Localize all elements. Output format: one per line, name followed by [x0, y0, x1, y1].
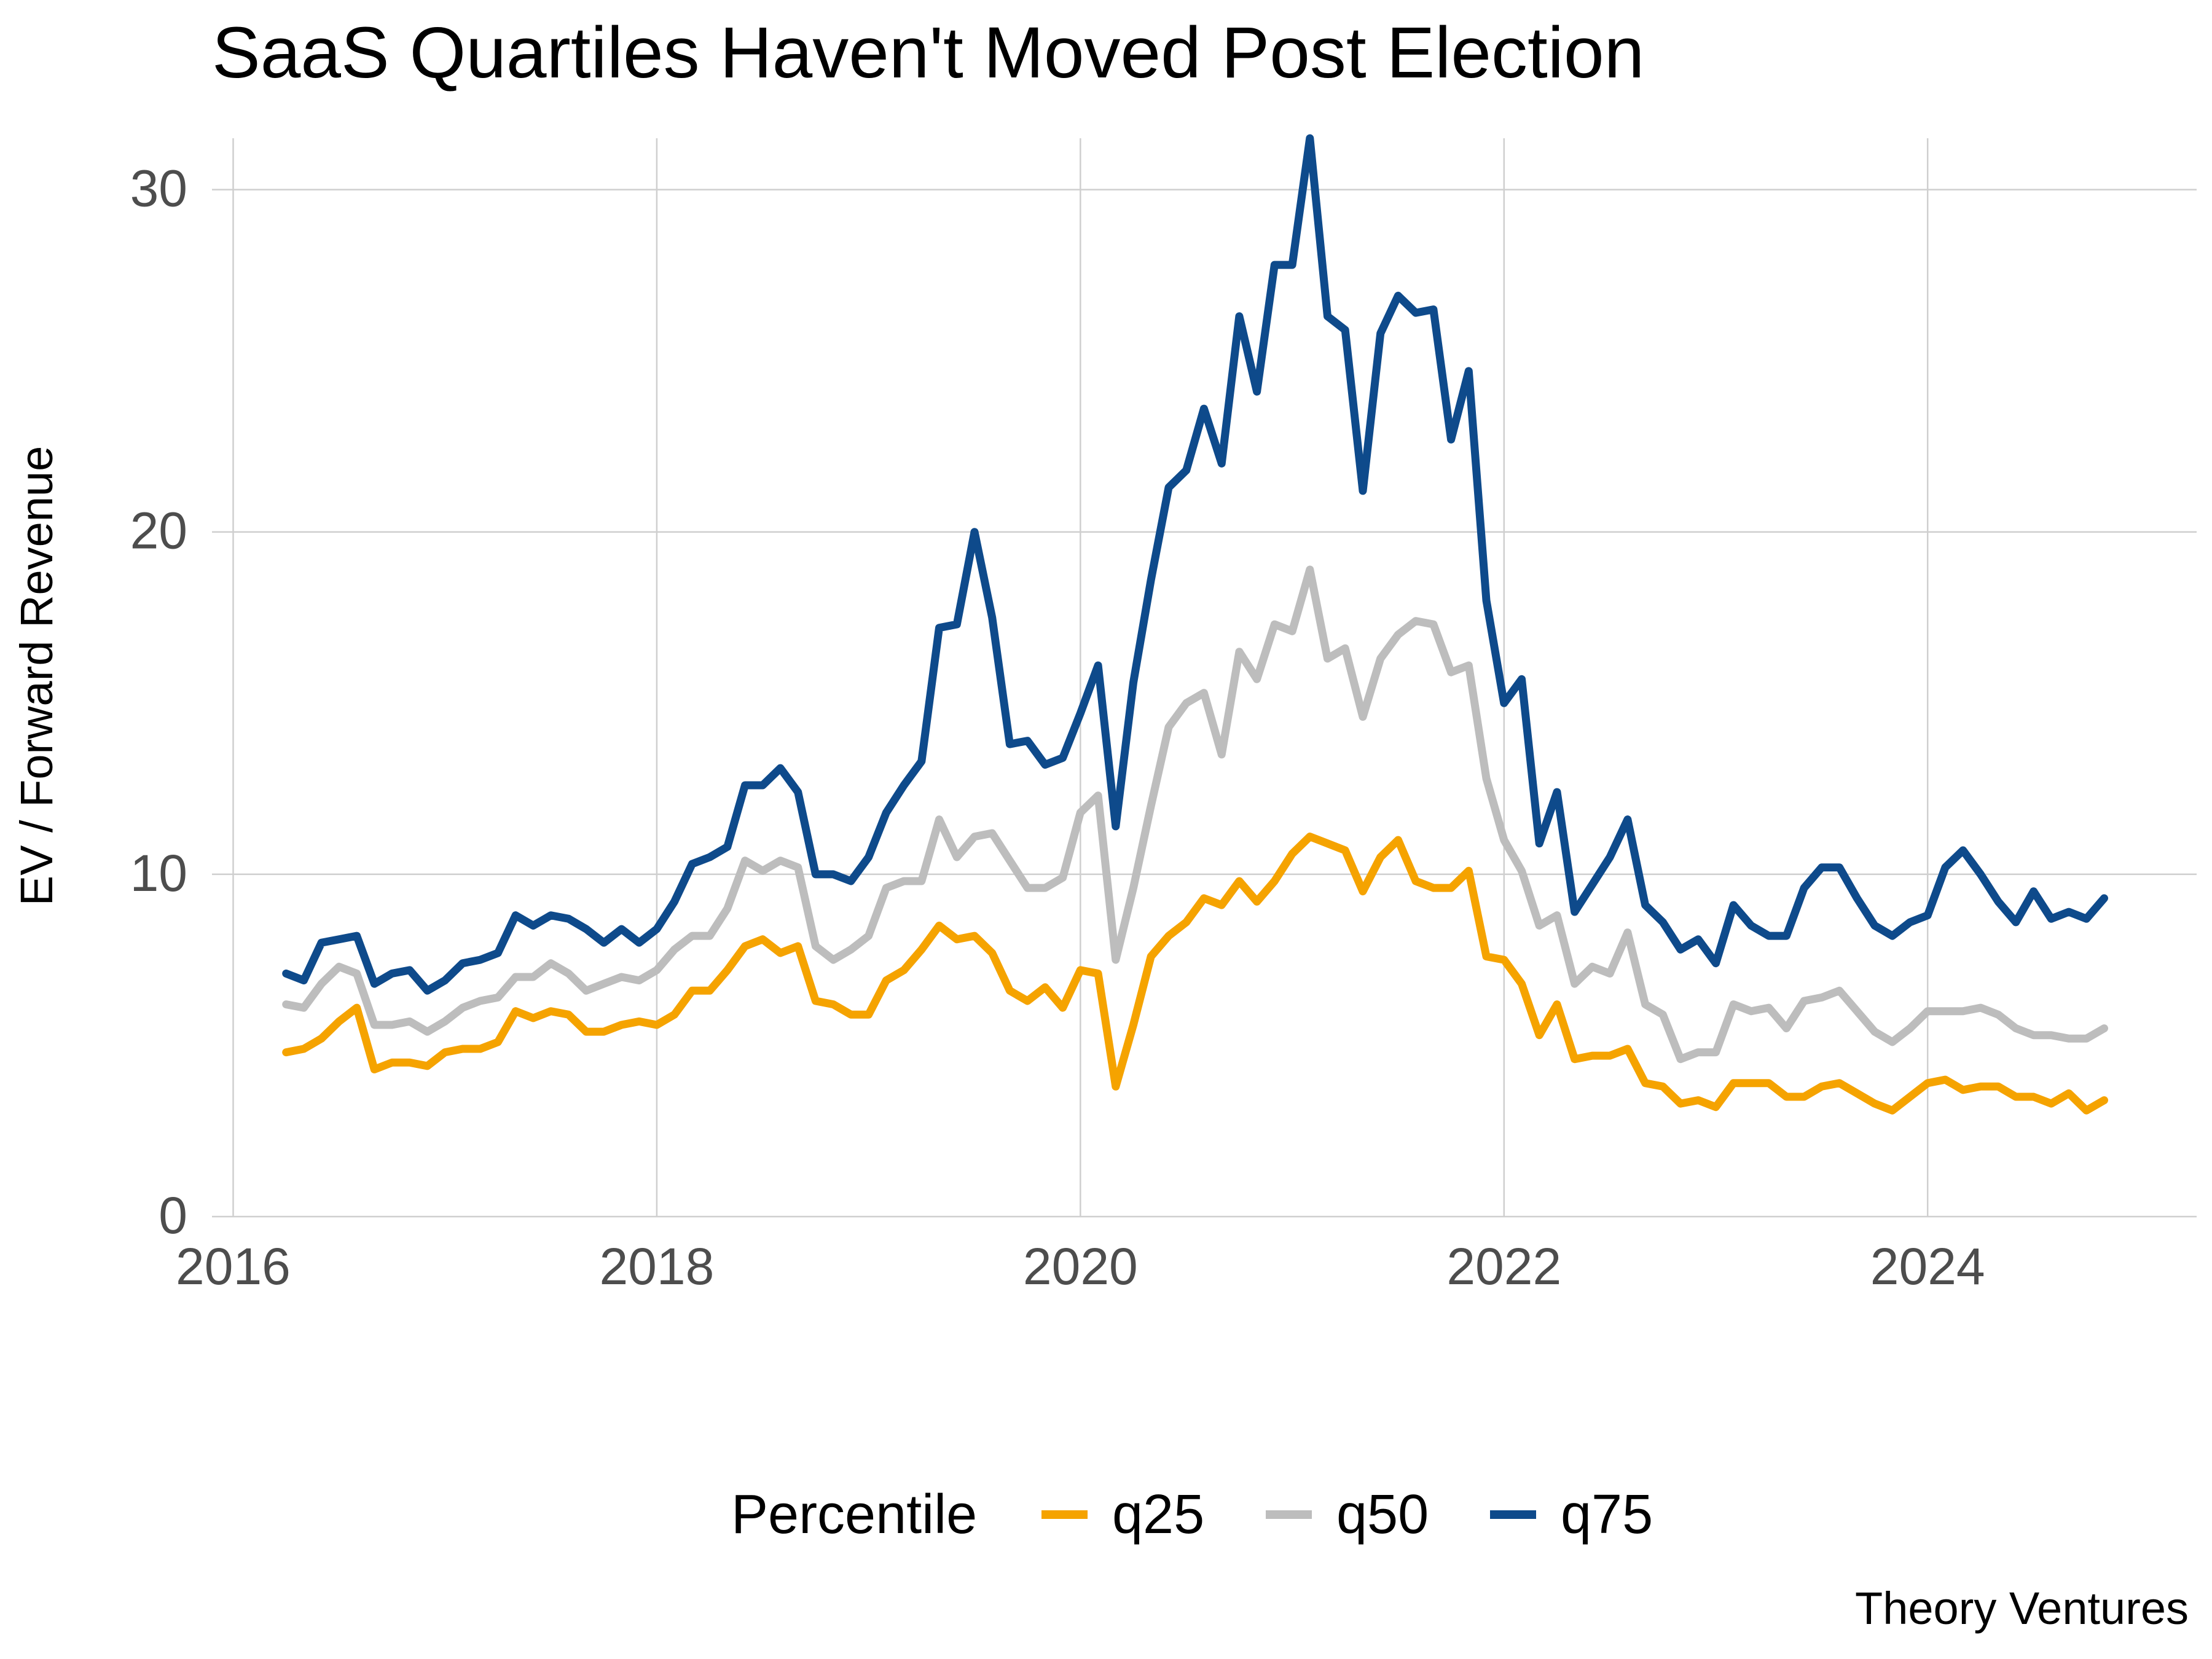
grid-lines — [212, 138, 2197, 1218]
y-tick-labels: 0 10 20 30 — [130, 160, 187, 1244]
series-line-q25 — [282, 833, 2108, 1115]
y-tick-label: 0 — [159, 1186, 187, 1244]
legend-label-q75: q75 — [1561, 1484, 1653, 1545]
x-tick-label: 2016 — [176, 1237, 291, 1295]
series-lines — [282, 134, 2108, 1115]
x-tick-label: 2024 — [1870, 1237, 1985, 1295]
series-line-q50 — [282, 565, 2108, 1064]
legend-label-q50: q50 — [1336, 1484, 1429, 1545]
x-tick-labels: 2016 2018 2020 2022 2024 — [176, 1237, 1985, 1295]
legend-label-q25: q25 — [1112, 1484, 1204, 1545]
chart-title: SaaS Quartiles Haven't Moved Post Electi… — [212, 12, 1645, 93]
x-tick-label: 2020 — [1023, 1237, 1138, 1295]
y-tick-label: 20 — [130, 502, 187, 560]
series-line-q75 — [282, 134, 2108, 995]
y-axis-label: EV / Forward Revenue — [11, 446, 62, 906]
legend-title: Percentile — [731, 1484, 977, 1545]
x-tick-label: 2022 — [1446, 1237, 1561, 1295]
y-tick-label: 10 — [130, 844, 187, 902]
x-tick-label: 2018 — [599, 1237, 714, 1295]
y-tick-label: 30 — [130, 160, 187, 218]
source-caption: Theory Ventures — [1855, 1583, 2189, 1634]
legend: Percentile q25 q50 q75 — [731, 1484, 1653, 1545]
